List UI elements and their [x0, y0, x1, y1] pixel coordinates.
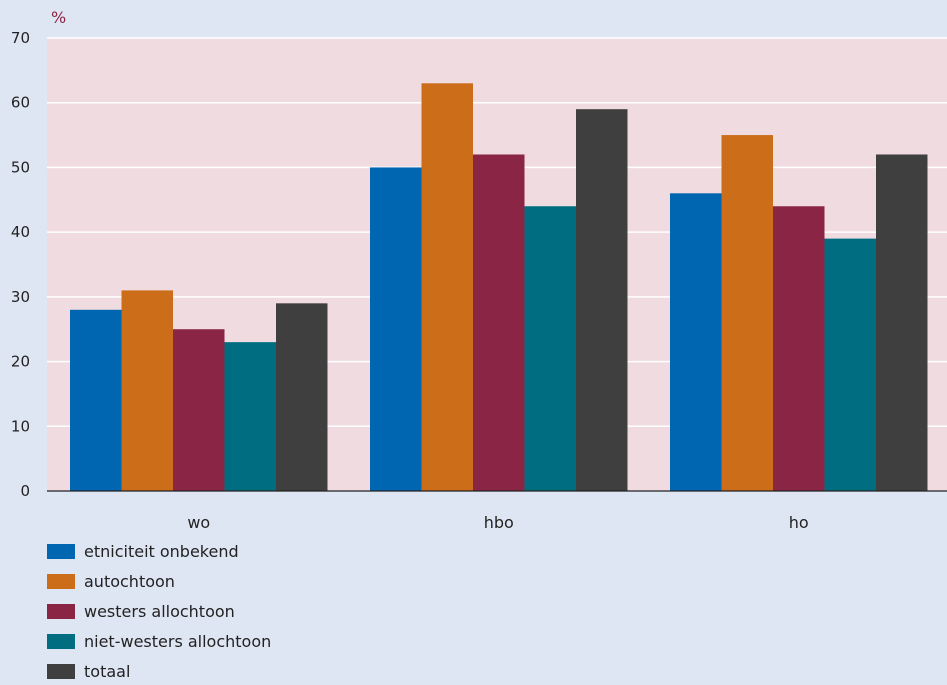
- bar-ho-series-2: [773, 206, 825, 491]
- bar-ho-series-4: [876, 154, 928, 491]
- bar-ho-series-0: [670, 193, 722, 492]
- bar-hbo-series-2: [473, 154, 525, 491]
- bars: [70, 83, 928, 492]
- bar-hbo-series-0: [370, 167, 422, 491]
- legend-swatch: [47, 604, 75, 619]
- y-axis-ticks: 0 10 20 30 40 50 60 70: [11, 29, 30, 500]
- legend-label: westers allochtoon: [84, 602, 235, 621]
- y-tick-label: 30: [11, 288, 30, 306]
- y-axis-unit-label: %: [51, 8, 66, 27]
- y-tick-label: 70: [11, 29, 30, 47]
- x-category-label: wo: [187, 513, 210, 532]
- bar-hbo-series-1: [421, 83, 473, 492]
- y-tick-label: 10: [11, 417, 30, 435]
- y-tick-label: 60: [11, 94, 30, 112]
- y-tick-label: 20: [11, 353, 30, 371]
- bar-ho-series-1: [721, 135, 773, 492]
- legend-label: totaal: [84, 662, 130, 681]
- legend-label: autochtoon: [84, 572, 175, 591]
- bar-hbo-series-4: [576, 109, 628, 491]
- bar-wo-series-0: [70, 309, 122, 491]
- x-category-label: ho: [789, 513, 809, 532]
- legend-label: etniciteit onbekend: [84, 542, 239, 561]
- bar-wo-series-3: [224, 342, 276, 491]
- legend-swatch: [47, 634, 75, 649]
- x-axis-categories: wo hbo ho: [187, 513, 808, 532]
- legend-label: niet-westers allochtoon: [84, 632, 271, 651]
- y-tick-label: 50: [11, 158, 30, 176]
- bar-wo-series-2: [173, 329, 225, 491]
- bar-hbo-series-3: [524, 206, 576, 491]
- y-tick-label: 0: [20, 482, 30, 500]
- bar-wo-series-4: [276, 303, 328, 491]
- legend: etniciteit onbekend autochtoon westers all…: [47, 542, 271, 681]
- x-category-label: hbo: [484, 513, 514, 532]
- y-tick-label: 40: [11, 223, 30, 241]
- bar-ho-series-3: [824, 238, 876, 491]
- bar-wo-series-1: [121, 290, 173, 491]
- legend-swatch: [47, 544, 75, 559]
- legend-swatch: [47, 664, 75, 679]
- legend-swatch: [47, 574, 75, 589]
